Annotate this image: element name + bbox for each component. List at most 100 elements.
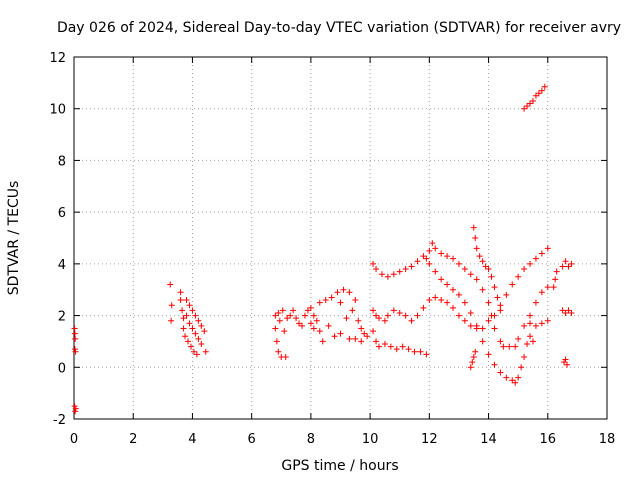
data-point (408, 263, 415, 270)
data-point (491, 325, 498, 332)
data-point (72, 348, 79, 355)
data-point (497, 307, 504, 314)
data-point (390, 307, 397, 314)
x-axis-title: GPS time / hours (281, 458, 398, 474)
x-axis-ticks: 0 2 4 6 8 10 12 14 16 18 (70, 57, 615, 447)
data-point (472, 348, 479, 355)
data-point (183, 297, 190, 304)
data-point (190, 348, 197, 355)
data-point (186, 320, 193, 327)
y-tick-label: 10 (49, 103, 66, 118)
y-tick-label: 6 (58, 206, 66, 221)
data-point (387, 343, 394, 350)
data-point (299, 322, 306, 329)
data-point (375, 315, 382, 322)
data-point (375, 343, 382, 350)
data-point (180, 325, 187, 332)
data-point (373, 338, 380, 345)
data-point (568, 260, 575, 267)
data-point (384, 312, 391, 319)
data-point (168, 317, 175, 324)
data-point (503, 374, 510, 381)
data-point (503, 291, 510, 298)
data-point (72, 405, 79, 412)
plot-frame (73, 56, 608, 420)
data-point (529, 338, 536, 345)
data-point (553, 268, 560, 275)
data-point (337, 330, 344, 337)
data-point (373, 312, 380, 319)
data-point (485, 317, 492, 324)
data-point (276, 317, 283, 324)
data-point (450, 286, 457, 293)
x-tick-label: 18 (599, 432, 616, 447)
data-point (568, 309, 575, 316)
data-point (328, 294, 335, 301)
data-point (349, 307, 356, 314)
data-point (544, 245, 551, 252)
data-point (473, 276, 480, 283)
data-point (515, 335, 522, 342)
data-point (414, 312, 421, 319)
data-point (512, 379, 519, 386)
data-point (192, 312, 199, 319)
series-hour-10-16-middle (370, 245, 551, 332)
data-point (272, 325, 279, 332)
data-point (450, 304, 457, 311)
data-point (273, 338, 280, 345)
data-point (538, 320, 545, 327)
data-point (381, 341, 388, 348)
data-point (307, 304, 314, 311)
data-point (381, 317, 388, 324)
series-hour-10-15-upper (370, 240, 551, 350)
data-point (497, 369, 504, 376)
data-point (438, 297, 445, 304)
data-point (417, 348, 424, 355)
data-point (559, 307, 566, 314)
data-point (552, 276, 559, 283)
data-point (319, 338, 326, 345)
data-point (515, 374, 522, 381)
x-tick-label: 0 (70, 432, 78, 447)
data-point (411, 348, 418, 355)
data-point (550, 284, 557, 291)
series-hour-3-4 (167, 281, 209, 358)
data-point (485, 266, 492, 273)
data-point (189, 307, 196, 314)
data-point (455, 260, 462, 267)
series-hour-15-16-high (521, 83, 548, 112)
data-point (189, 325, 196, 332)
x-tick-label: 14 (480, 432, 497, 447)
data-point (561, 359, 568, 366)
data-point (476, 253, 483, 260)
data-point (179, 307, 186, 314)
data-point (201, 328, 208, 335)
data-point (479, 325, 486, 332)
data-point (346, 289, 353, 296)
data-point (313, 317, 320, 324)
data-point (287, 312, 294, 319)
data-point (429, 240, 436, 247)
data-point (461, 266, 468, 273)
data-point (279, 307, 286, 314)
data-point (521, 322, 528, 329)
series-hour-13.5-dots (467, 348, 479, 371)
data-point (198, 341, 205, 348)
data-point (420, 253, 427, 260)
data-point (384, 273, 391, 280)
data-point (494, 294, 501, 301)
data-point (281, 328, 288, 335)
data-point (183, 312, 190, 319)
data-point (284, 315, 291, 322)
data-point (390, 271, 397, 278)
data-point (71, 403, 78, 410)
data-point (564, 361, 571, 368)
data-point (393, 346, 400, 353)
data-point (202, 348, 209, 355)
data-point (331, 333, 338, 340)
data-point (432, 245, 439, 252)
data-point (559, 263, 566, 270)
data-point (470, 224, 477, 231)
data-point (524, 103, 531, 110)
x-tick-label: 4 (188, 432, 196, 447)
